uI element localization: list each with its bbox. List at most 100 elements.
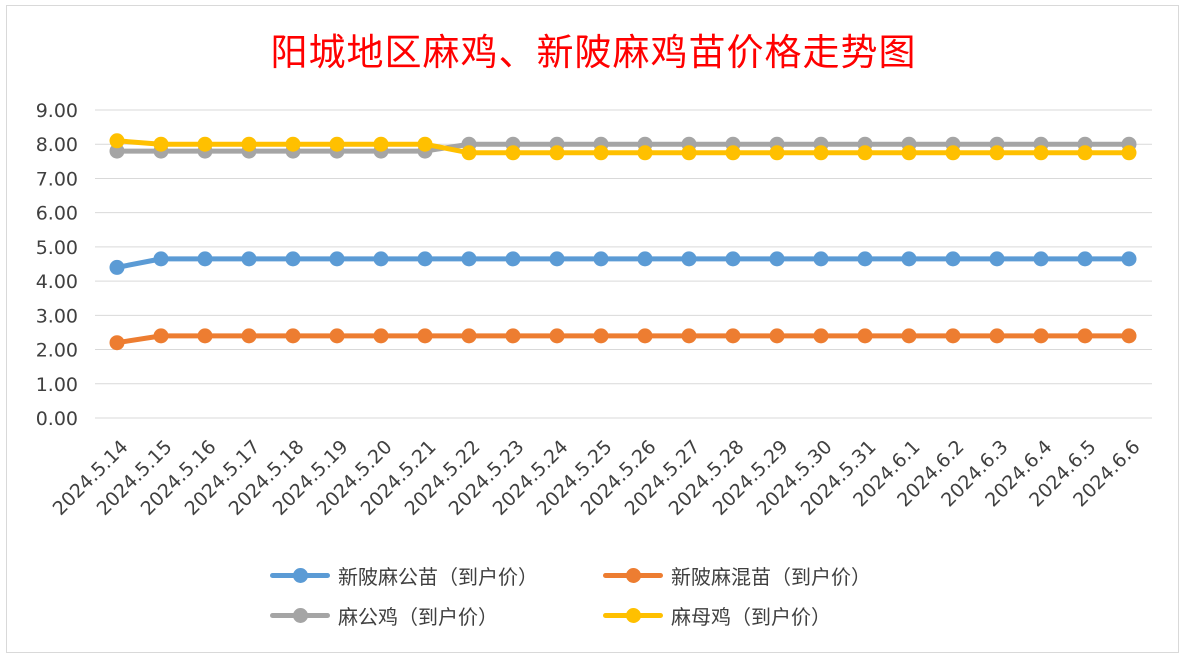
data-point (109, 143, 125, 159)
plot-area (109, 133, 1137, 351)
data-point (153, 328, 169, 344)
data-point (417, 251, 433, 267)
data-point (417, 328, 433, 344)
y-axis: 0.00 1.00 2.00 3.00 4.00 5.00 6.00 7.00 8.00 9.00 (36, 100, 78, 430)
data-point (241, 251, 257, 267)
data-point (461, 145, 477, 161)
legend-swatch (270, 558, 330, 592)
data-point (681, 328, 697, 344)
data-point (637, 251, 653, 267)
series-4 (109, 133, 1137, 161)
gridlines (95, 109, 1152, 419)
chart-title: 阳城地区麻鸡、新陂麻鸡苗价格走势图 (270, 31, 917, 74)
chart-area (6, 5, 1179, 653)
data-point (989, 328, 1005, 344)
data-point (857, 251, 873, 267)
data-point (197, 328, 213, 344)
y-tick-label: 5.00 (36, 237, 78, 259)
data-point (153, 136, 169, 152)
legend-item: 麻母鸡（到户价） (603, 598, 831, 632)
y-tick-label: 7.00 (36, 168, 78, 190)
data-point (1077, 328, 1093, 344)
data-point (901, 328, 917, 344)
data-point (241, 136, 257, 152)
data-point (813, 251, 829, 267)
data-point (329, 251, 345, 267)
legend-swatch (603, 598, 663, 632)
data-point (813, 328, 829, 344)
data-point (197, 136, 213, 152)
x-axis: 2024.5.142024.5.152024.5.162024.5.172024… (49, 436, 1145, 520)
data-point (769, 145, 785, 161)
data-point (109, 335, 125, 351)
series-3 (109, 136, 1137, 159)
y-tick-label: 4.00 (36, 271, 78, 293)
data-point (725, 145, 741, 161)
y-tick-label: 2.00 (36, 340, 78, 362)
data-point (1077, 145, 1093, 161)
data-point (1121, 145, 1137, 161)
data-point (373, 251, 389, 267)
data-point (989, 251, 1005, 267)
data-point (109, 259, 125, 275)
series-line (114, 256, 1132, 270)
data-point (901, 145, 917, 161)
data-point (769, 251, 785, 267)
data-point (1121, 328, 1137, 344)
data-point (637, 328, 653, 344)
data-point (417, 136, 433, 152)
legend-label: 新陂麻混苗（到户价） (671, 564, 871, 589)
series-1 (109, 251, 1137, 275)
data-point (285, 251, 301, 267)
data-point (461, 251, 477, 267)
legend-label: 麻母鸡（到户价） (671, 604, 831, 629)
data-point (593, 328, 609, 344)
legend-label: 麻公鸡（到户价） (338, 604, 498, 629)
data-point (593, 145, 609, 161)
y-tick-label: 9.00 (36, 100, 78, 122)
data-point (681, 251, 697, 267)
data-point (1121, 251, 1137, 267)
data-point (945, 145, 961, 161)
data-point (197, 251, 213, 267)
data-point (373, 328, 389, 344)
y-tick-label: 6.00 (36, 203, 78, 225)
data-point (285, 136, 301, 152)
y-tick-label: 8.00 (36, 134, 78, 156)
data-point (505, 328, 521, 344)
data-point (945, 251, 961, 267)
data-point (945, 328, 961, 344)
data-point (857, 145, 873, 161)
data-point (725, 251, 741, 267)
legend-item: 麻公鸡（到户价） (270, 598, 498, 632)
data-point (725, 328, 741, 344)
y-tick-label: 3.00 (36, 305, 78, 327)
y-tick-label: 1.00 (36, 374, 78, 396)
data-point (593, 251, 609, 267)
legend-item: 新陂麻公苗（到户价） (270, 558, 538, 592)
data-point (241, 328, 257, 344)
data-point (1033, 328, 1049, 344)
data-point (637, 145, 653, 161)
data-point (109, 133, 125, 149)
data-point (857, 328, 873, 344)
data-point (505, 145, 521, 161)
series-2 (109, 328, 1137, 351)
legend-label: 新陂麻公苗（到户价） (338, 564, 538, 589)
data-point (505, 251, 521, 267)
data-point (549, 145, 565, 161)
data-point (329, 136, 345, 152)
data-point (549, 328, 565, 344)
y-tick-label: 0.00 (36, 408, 78, 430)
data-point (1077, 251, 1093, 267)
legend-swatch (270, 598, 330, 632)
series-line (114, 333, 1132, 346)
data-point (461, 328, 477, 344)
data-point (285, 328, 301, 344)
data-point (1033, 145, 1049, 161)
data-point (813, 145, 829, 161)
data-point (681, 145, 697, 161)
data-point (901, 251, 917, 267)
data-point (153, 251, 169, 267)
